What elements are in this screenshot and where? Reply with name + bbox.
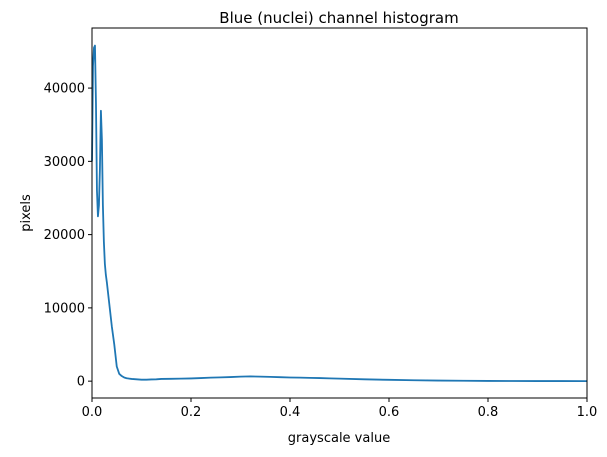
series-line-0 — [91, 44, 588, 383]
x-tick-label: 0.0 — [82, 405, 103, 420]
chart-title: Blue (nuclei) channel histogram — [219, 9, 458, 27]
plot-area — [91, 44, 588, 383]
y-tick-label: 0 — [77, 375, 85, 390]
y-tick-label: 30000 — [44, 155, 85, 170]
x-axis-label: grayscale value — [288, 431, 390, 446]
y-axis-label: pixels — [19, 194, 34, 232]
x-axis: 0.0 0.2 0.4 0.6 0.8 1.0 — [82, 398, 598, 420]
axes-frame — [91, 27, 588, 399]
y-axis: 0 10000 20000 30000 40000 — [44, 82, 92, 390]
x-tick-label: 0.4 — [280, 405, 301, 420]
x-tick-label: 0.2 — [181, 405, 202, 420]
y-tick-label: 10000 — [44, 301, 85, 316]
y-tick-label: 20000 — [44, 228, 85, 243]
x-tick-label: 0.6 — [379, 405, 400, 420]
y-tick-label: 40000 — [44, 82, 85, 97]
x-tick-label: 0.8 — [478, 405, 499, 420]
x-tick-label: 1.0 — [577, 405, 598, 420]
